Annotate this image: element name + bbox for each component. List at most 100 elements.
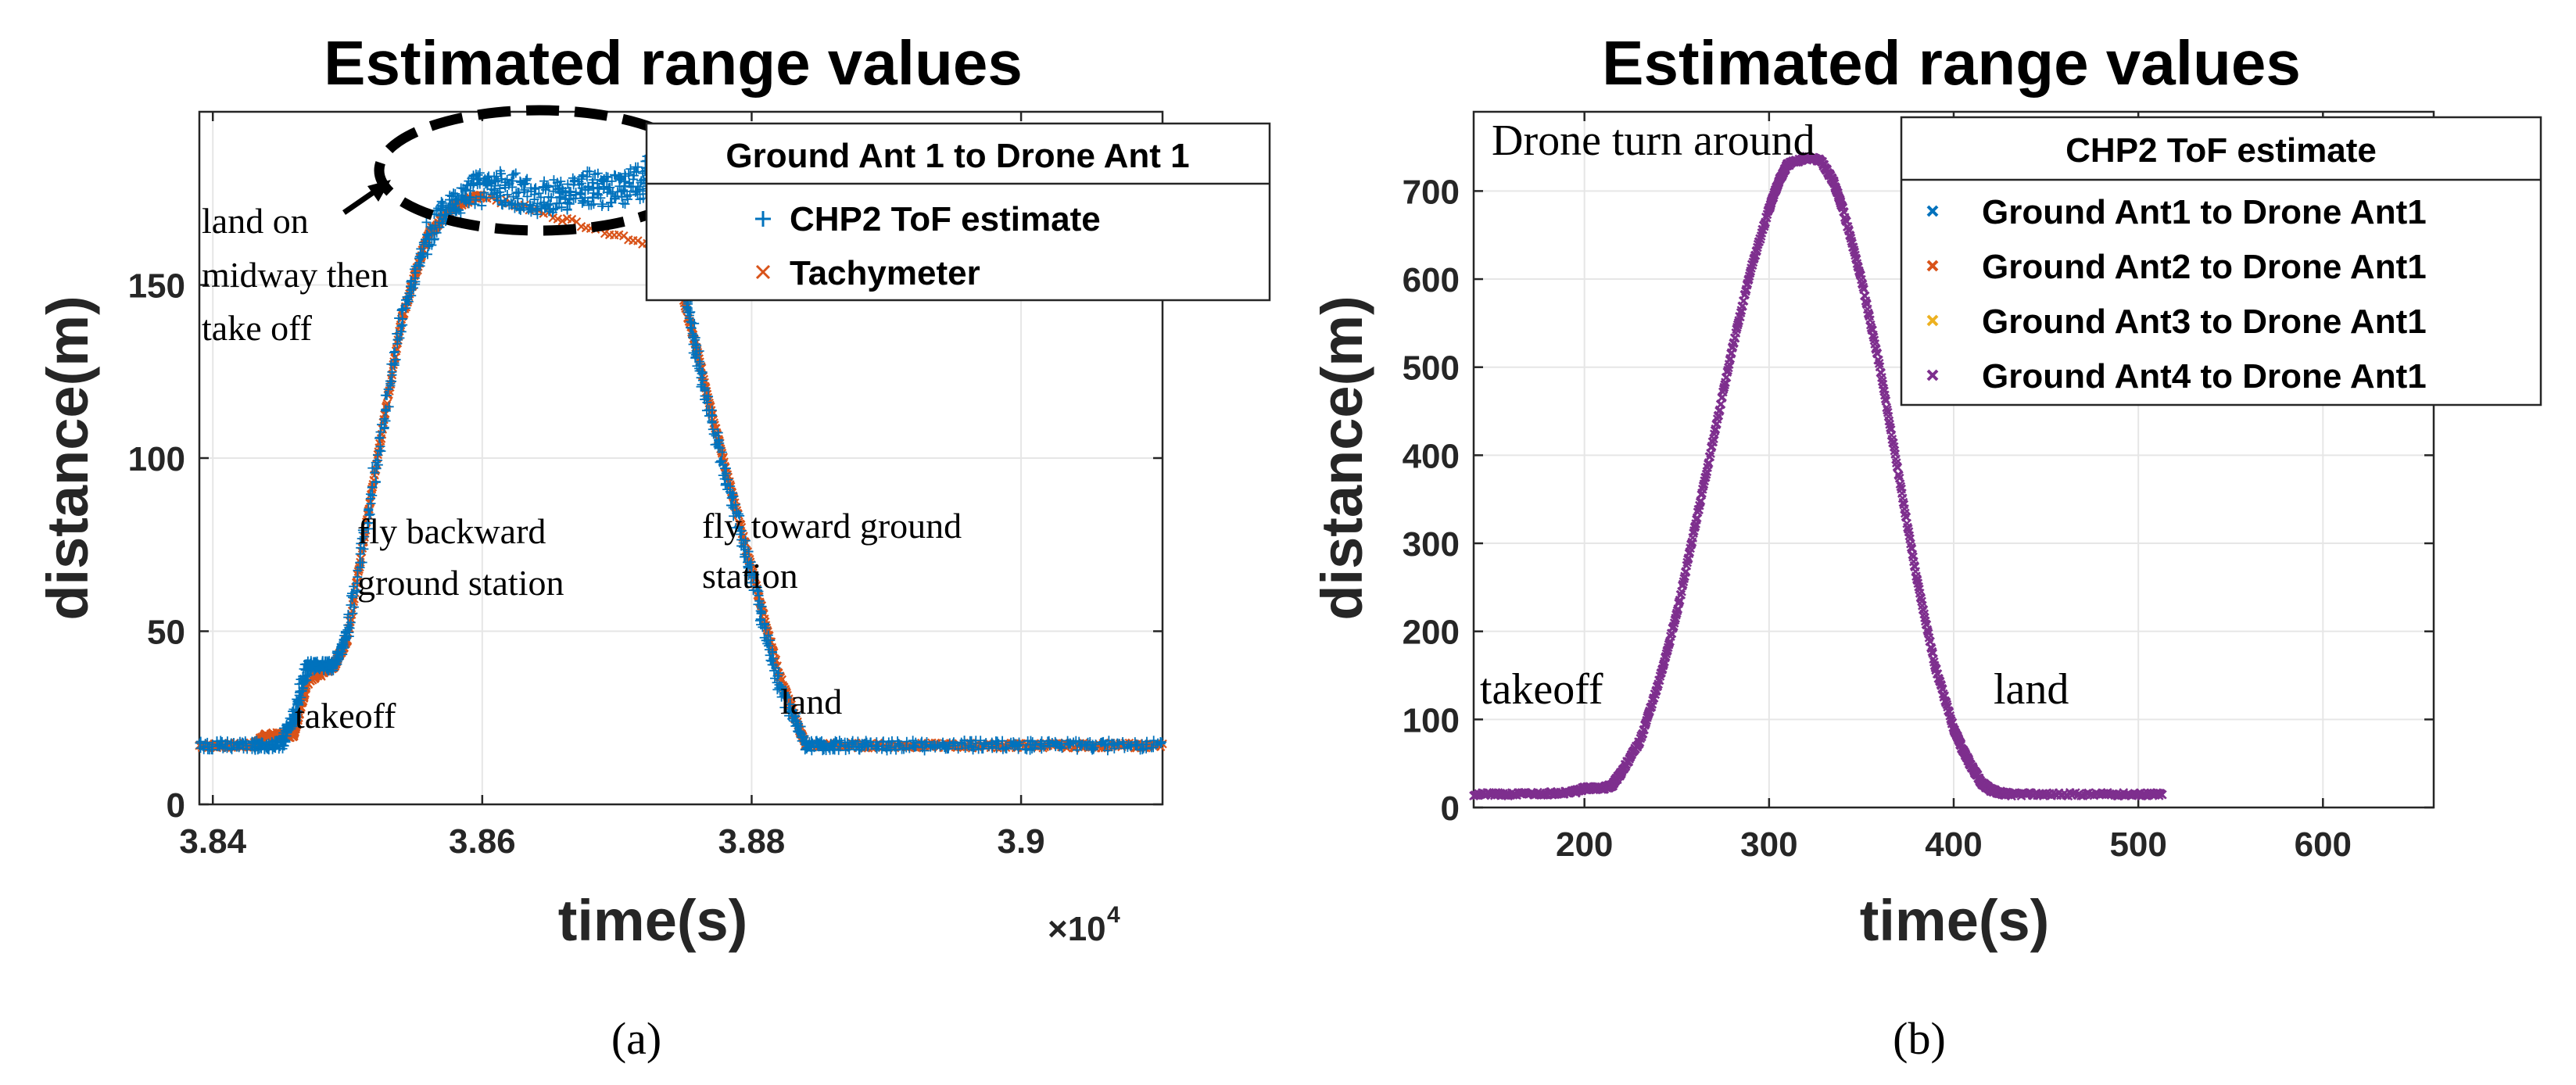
chp2-point — [518, 199, 528, 209]
chp2-point — [296, 693, 306, 703]
annotation-takeoff-a: takeoff — [295, 696, 396, 736]
panel-b-xlabel: time(s) — [1860, 888, 2050, 953]
chp2-point — [694, 346, 704, 356]
chp2-point — [781, 691, 791, 701]
chp2-point — [719, 474, 729, 484]
chp2-point — [697, 368, 707, 378]
chp2-point — [849, 741, 859, 751]
chp2-point — [348, 608, 358, 618]
chp2-point — [520, 185, 530, 195]
panel-a-x-multiplier-exp: 4 — [1107, 902, 1120, 928]
chp2-point — [735, 526, 745, 536]
legend-marker-tachymeter — [755, 264, 771, 280]
x-tick-label: 500 — [2109, 825, 2166, 864]
x-tick-label: 300 — [1740, 825, 1797, 864]
ground-ant-point — [1858, 282, 1868, 292]
y-tick-label: 0 — [1441, 790, 1460, 828]
ground-ant-point — [1916, 593, 1926, 603]
panel-b-legend: CHP2 ToF estimate Ground Ant1 to Drone A… — [1900, 116, 2542, 406]
chp2-point — [632, 162, 643, 172]
chp2-point — [969, 742, 979, 752]
y-tick-label: 200 — [1403, 614, 1460, 652]
x-tick-label: 3.84 — [179, 822, 246, 861]
chp2-point — [387, 367, 397, 377]
chp2-point — [1104, 736, 1114, 746]
chp2-point — [1099, 740, 1109, 750]
chp2-point — [472, 180, 482, 190]
chp2-point — [623, 195, 633, 205]
chp2-point — [382, 390, 392, 400]
chp2-point — [296, 679, 306, 689]
panel-a-ylabel: distance(m) — [35, 295, 100, 620]
chp2-point — [730, 500, 740, 510]
chp2-point — [557, 202, 567, 213]
chp2-point — [690, 318, 700, 328]
chp2-point — [556, 177, 566, 187]
chp2-point — [415, 258, 425, 268]
chp2-point — [291, 706, 301, 716]
chp2-point — [696, 373, 706, 383]
chp2-point — [708, 429, 718, 439]
chp2-point — [759, 618, 769, 628]
chp2-point — [604, 183, 614, 193]
annotation-toward-1: fly toward ground — [702, 506, 962, 546]
chp2-point — [911, 742, 921, 752]
panel-b-legend-title: CHP2 ToF estimate — [2065, 131, 2377, 170]
chp2-point — [391, 355, 401, 365]
chp2-point — [597, 176, 607, 186]
ground-ant-point — [1904, 531, 1915, 541]
panel-a-x-multiplier: ×10 — [1048, 910, 1106, 948]
chp2-point — [598, 199, 608, 209]
chp2-point — [894, 739, 904, 749]
chp2-point — [1026, 736, 1036, 746]
chp2-point — [594, 184, 604, 194]
panel-a-legend: Ground Ant 1 to Drone Ant 1 CHP2 ToF est… — [645, 122, 1271, 302]
chp2-point — [389, 348, 399, 358]
chp2-point — [624, 169, 634, 179]
ground-ant-point — [1676, 589, 1686, 600]
chp2-point — [578, 170, 588, 180]
chp2-point — [877, 744, 887, 754]
tachymeter-point — [354, 564, 364, 575]
chp2-point — [370, 467, 380, 478]
panel-b-ylabel: distance(m) — [1309, 295, 1374, 620]
chp2-point — [366, 499, 376, 509]
chp2-point — [357, 557, 367, 568]
panel-a-legend-title: Ground Ant 1 to Drone Ant 1 — [726, 137, 1189, 175]
chp2-point — [746, 557, 756, 567]
chp2-point — [991, 743, 1001, 754]
chp2-point — [765, 636, 776, 646]
ground-ant-point — [1692, 515, 1701, 525]
chp2-point — [468, 181, 478, 191]
chp2-point — [721, 468, 731, 478]
annotation-land-midway-3: take off — [202, 308, 313, 348]
chp2-point — [987, 737, 997, 747]
chp2-point — [908, 736, 918, 746]
chp2-point — [346, 600, 356, 610]
chp2-point — [534, 188, 544, 199]
x-tick-label: 200 — [1556, 825, 1613, 864]
panel-a-legend-entry-1: CHP2 ToF estimate — [790, 200, 1101, 238]
chp2-point — [582, 166, 593, 176]
panel-b-ticks: 200 300 400 500 600 0 100 200 300 400 500 600 700 — [1403, 112, 2434, 864]
chp2-point — [727, 492, 737, 502]
x-tick-label: 600 — [2295, 825, 2352, 864]
chp2-point — [755, 606, 765, 616]
chp2-point — [425, 222, 435, 232]
chp2-point — [241, 738, 251, 748]
chp2-point — [577, 178, 587, 188]
chp2-point — [543, 182, 554, 192]
chp2-point — [385, 381, 396, 391]
chp2-point — [220, 739, 231, 749]
chp2-point — [555, 192, 565, 202]
y-tick-label: 0 — [167, 786, 185, 825]
chp2-point — [735, 510, 745, 521]
panel-b-data — [1469, 152, 2167, 801]
chp2-point — [1141, 736, 1152, 747]
chp2-point — [772, 671, 783, 681]
chp2-point — [713, 442, 723, 452]
panel-b-legend-entry-3: Ground Ant3 to Drone Ant1 — [1982, 303, 2427, 341]
chp2-point — [529, 189, 539, 199]
ground-ant-point — [1708, 437, 1718, 447]
chp2-point — [607, 176, 617, 186]
